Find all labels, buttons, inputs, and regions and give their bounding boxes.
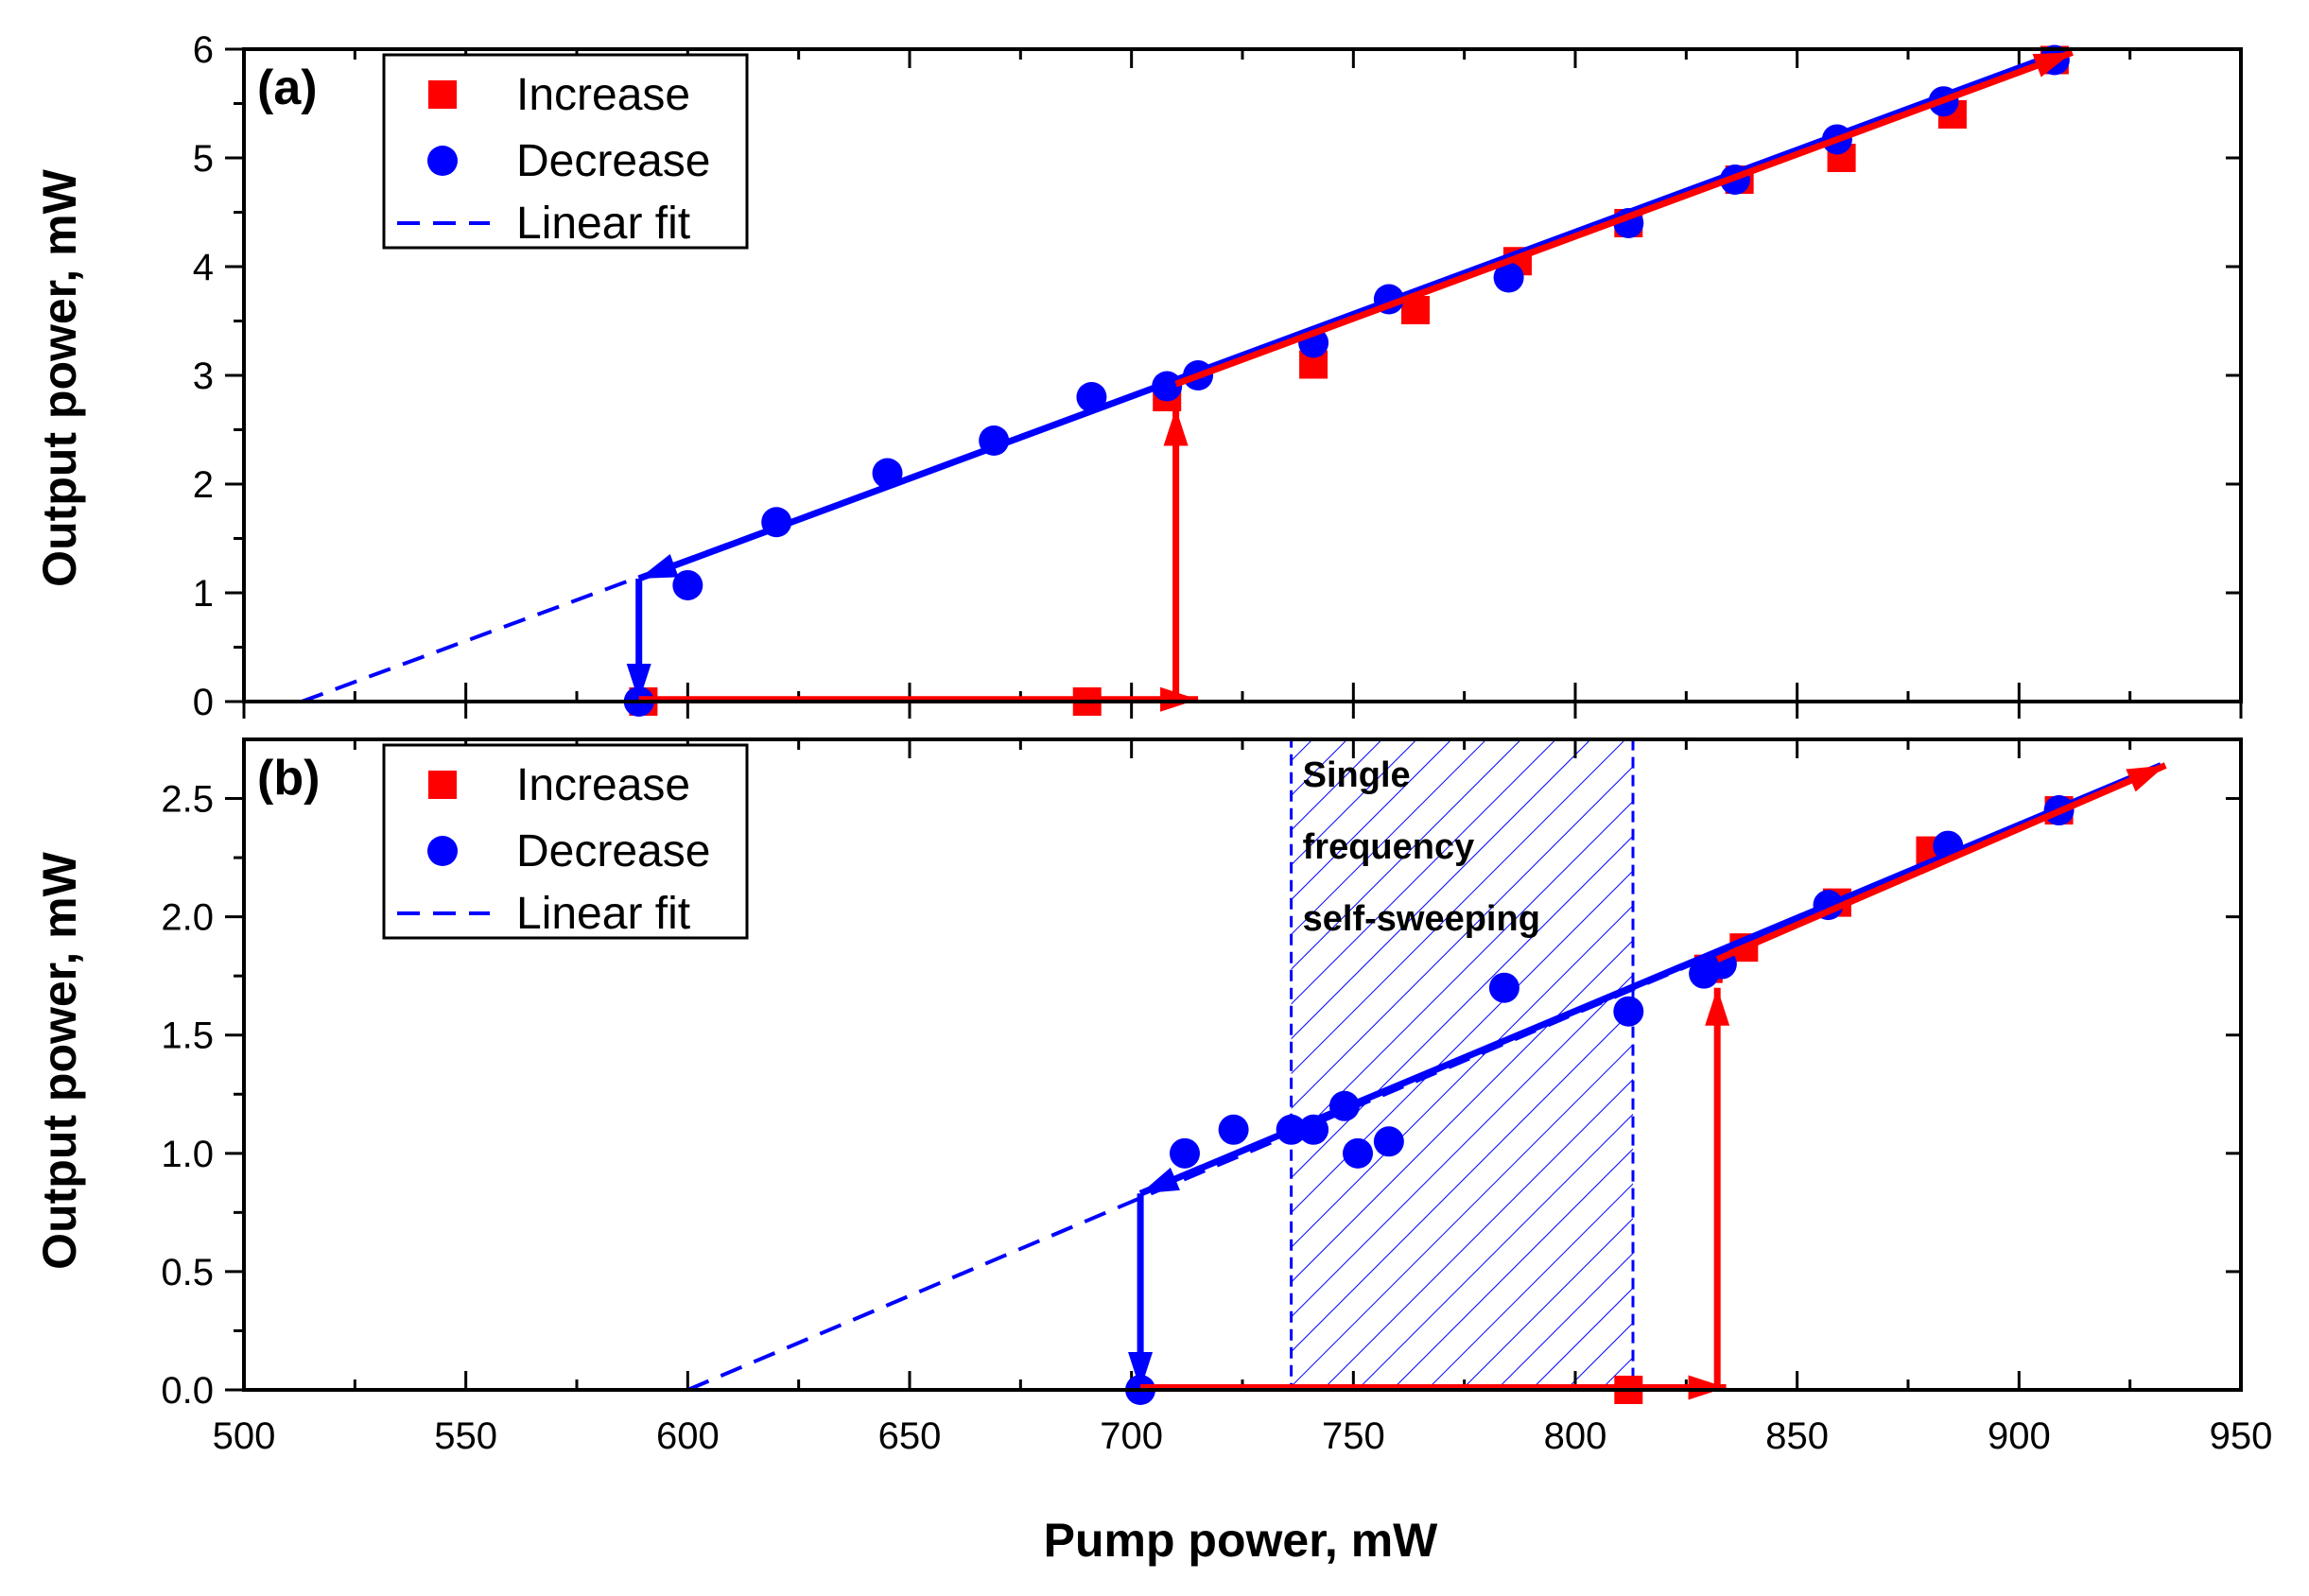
arrow-4-shaft	[1174, 49, 2074, 388]
arrow-2-head	[1688, 1375, 1727, 1400]
decrease-point	[1169, 1137, 1200, 1169]
y-axis-title-b: Output power, mW	[33, 851, 86, 1269]
y-tick-label: 5	[193, 138, 214, 180]
region-label-line: frequency	[1303, 827, 1475, 867]
region-label-line: self-sweeping	[1303, 899, 1540, 939]
arrow-3-head	[1163, 408, 1189, 446]
shaded-region	[1290, 737, 1635, 1392]
arrow-0-shaft	[1138, 762, 2162, 1197]
y-tick-label: 2.0	[161, 897, 214, 939]
x-tick-label: 600	[656, 1415, 720, 1457]
y-tick-label: 2	[193, 464, 214, 506]
y-tick-label: 6	[193, 29, 214, 71]
y-tick-label: 0.5	[161, 1252, 214, 1293]
decrease-point	[1076, 382, 1107, 412]
arrow-4-head	[2126, 765, 2166, 792]
region-label-line: Single	[1303, 755, 1411, 795]
decrease-point	[1488, 972, 1519, 1003]
legend-label: Increase	[516, 760, 690, 810]
arrow-0-head	[638, 553, 679, 580]
x-tick-label: 950	[2210, 1415, 2273, 1457]
plot-frame	[242, 737, 2243, 1392]
y-tick-label: 0.0	[161, 1370, 214, 1412]
x-tick-label: 750	[1322, 1415, 1385, 1457]
chart-panel-a: 0 1 2 3 4 5 6 (a) Increase Decrease Linear fit	[193, 29, 2243, 723]
x-tick-label: 700	[1100, 1415, 1163, 1457]
plot-frame	[242, 47, 2243, 703]
arrow-0-shaft	[637, 51, 2057, 582]
arrow-1-head	[1128, 1352, 1154, 1390]
decrease-point	[1613, 996, 1644, 1027]
y-tick-label: 1.0	[161, 1134, 214, 1175]
x-tick-label: 650	[878, 1415, 942, 1457]
decrease-point	[1493, 262, 1524, 293]
legend-label: Linear fit	[516, 199, 690, 249]
decrease-point	[1373, 1126, 1404, 1157]
legend-label: Linear fit	[516, 889, 690, 939]
legend-decrease-marker	[427, 146, 458, 176]
x-axis-title: Pump power, mW	[1044, 1514, 1439, 1567]
x-tick-label: 550	[434, 1415, 497, 1457]
panel-label-b: (b)	[257, 751, 320, 806]
arrow-4-shaft	[1715, 762, 2167, 963]
x-tick-label: 900	[1988, 1415, 2051, 1457]
arrow-4-head	[2032, 52, 2073, 78]
decrease-point	[672, 569, 703, 600]
x-tick-label: 500	[213, 1415, 276, 1457]
x-tick-label: 800	[1544, 1415, 1607, 1457]
x-tick-label: 850	[1765, 1415, 1829, 1457]
y-tick-label: 3	[193, 356, 214, 397]
y-tick-label: 2.5	[161, 779, 214, 821]
arrow-3-head	[1705, 987, 1730, 1026]
legend-label: Increase	[516, 70, 690, 120]
y-tick-label: 0	[193, 682, 214, 723]
legend-increase-marker	[428, 771, 457, 799]
legend-label: Decrease	[516, 826, 710, 876]
legend-label: Decrease	[516, 136, 710, 186]
arrow-0-head	[1140, 1167, 1180, 1194]
legend-decrease-marker	[427, 836, 458, 866]
legend-increase-marker	[428, 80, 457, 109]
y-tick-label: 1.5	[161, 1015, 214, 1057]
panel-label-a: (a)	[257, 61, 318, 115]
decrease-point	[1343, 1137, 1374, 1169]
y-tick-label: 4	[193, 247, 214, 288]
decrease-point	[1218, 1114, 1249, 1145]
y-tick-label: 1	[193, 573, 214, 615]
chart-panel-b: Single frequency self-sweeping 500 550 600 650…	[161, 737, 2273, 1457]
arrow-1-head	[626, 664, 651, 702]
y-axis-title-a: Output power, mW	[33, 168, 86, 586]
